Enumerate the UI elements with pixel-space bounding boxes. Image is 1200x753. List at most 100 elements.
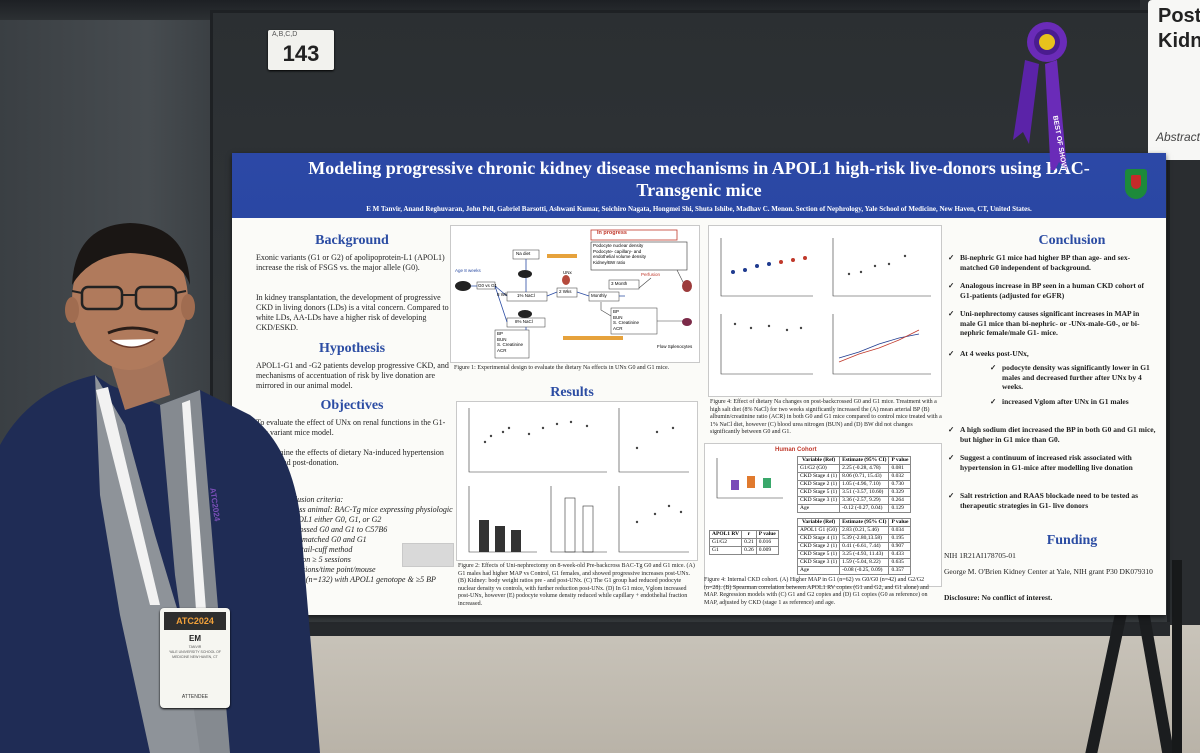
figure-4-plots-svg (720, 238, 931, 375)
funding-line: George M. O'Brien Kidney Center at Yale,… (944, 567, 1153, 576)
table-row: Age -0.12 (-0.27, 0.04) 0.129 (796, 504, 912, 513)
figure-1-caption: Figure 1: Experimental design to evaluat… (454, 365, 670, 371)
background-paragraph: In kidney transplantation, the developme… (256, 293, 449, 332)
background-paragraph: Exonic variants (G1 or G2) of apolipopro… (256, 253, 445, 272)
booth-number-card: A,B,C,D 143 (268, 30, 334, 70)
figure-2-panels (456, 401, 698, 561)
flow-splenocytes-label: Flow Splenocytes (657, 344, 693, 349)
regression-table-c: Variable (Ref) Estimate (95% CI) P value G… (796, 456, 912, 513)
human-cohort-panel: Human Cohort Variable (Ref) Estimate (95%… (704, 443, 942, 587)
table-header: Variable (Ref) (796, 456, 841, 465)
check-icon: ✓ (990, 397, 997, 406)
figure-4-dietary-caption: Figure 4: Effect of dietary Na changes o… (710, 399, 942, 435)
table-header: Variable (Ref) (796, 518, 841, 527)
nacl-8-label: 8% NaCl (515, 319, 533, 324)
table-row: APOL1 G1 (G0) 2.83 (0.21, 5.46) 0.034 (796, 526, 912, 535)
table-header: P value (888, 518, 912, 527)
hypothesis-heading: Hypothesis (318, 341, 386, 356)
check-icon: ✓ (948, 453, 955, 462)
perfusion-label: Perfusion (641, 272, 661, 277)
poster-banner: Modeling progressive chronic kidney dise… (232, 153, 1166, 218)
tail-cuff-device-image (402, 543, 454, 567)
bp-measures-list: BP BUN S. Creatinine ACR (497, 331, 524, 353)
table-header: APOL1 RV (708, 530, 743, 539)
poster-title: Modeling progressive chronic kidney dise… (308, 158, 1090, 200)
nacl-1-label: 1% NaCl (517, 293, 535, 298)
figure-1-diagram: In progress Podocyte nuclear density Pod… (450, 225, 700, 363)
unx-label: UNx (563, 270, 572, 275)
weeks-2-label: 2 Wks (559, 289, 572, 294)
table-row: CKD Stage 4 (1) 5.39 (-2.80,13.58) 0.195 (796, 534, 912, 543)
conclusion-item: ✓ Uni-nephrectomy causes significant incr… (948, 309, 1140, 337)
poster-authors: E M Tanvir, Anand Reghuvaran, John Pell,… (366, 205, 1032, 213)
check-icon: ✓ (948, 491, 955, 500)
table-row: CKD Stage 5 (1) 3.25 (-4.93, 11.43) 0.433 (796, 550, 912, 559)
check-icon: ✓ (948, 349, 955, 358)
hypothesis-paragraph: APOL1-G1 and -G2 patients develop progre… (256, 361, 449, 390)
board-bottom-rail (210, 622, 1170, 636)
disclosure-line: Disclosure: No conflict of interest. (944, 593, 1053, 602)
convention-floor (210, 625, 1200, 753)
conclusion-item: ✓ Suggest a continuum of increased risk a… (948, 453, 1133, 472)
yale-shield-logo (1125, 169, 1147, 199)
badge-name: EM (189, 634, 201, 643)
board-stand-leg (1172, 560, 1182, 753)
conclusion-item: ✓ Salt restriction and RAAS blockade need… (948, 491, 1138, 510)
presenter-person (0, 223, 320, 753)
figure-4-cohort-caption: Figure 4: Internal CKD cohort. (A) Highe… (704, 577, 929, 606)
best-of-show-ribbon: BEST OF SHOW (1013, 22, 1067, 170)
in-progress-label: In progress (597, 230, 627, 236)
table-row: CKD Stage 3 (1) 1.59 (-5.04, 8.22) 0.635 (796, 558, 912, 567)
check-icon: ✓ (948, 253, 955, 262)
methods-line: Noninvasive tail-cuff method (260, 545, 353, 554)
badge-affiliation: YALE UNIVERSITY SCHOOL OF MEDICINE NEW H… (168, 650, 222, 659)
table-row: G1/G2 0.21 0.016 (708, 538, 779, 547)
objectives-paragraph: To examine the effects of dietary Na-ind… (256, 448, 444, 467)
table-header: Estimate (95% CI) (839, 456, 890, 465)
conclusion-item: ✓ Bi-nephric G1 mice had higher BP than a… (948, 253, 1131, 272)
table-row: CKD Stage 2 (1) 1.05 (-4.96, 7.10) 0.730 (796, 480, 912, 489)
bp-measures-list: BP BUN S. Creatinine ACR (613, 309, 640, 331)
objectives-heading: Objectives (320, 398, 384, 413)
genotype-label: G0 vs G1 (478, 283, 498, 288)
experimental-design-svg (455, 229, 692, 359)
background-heading: Background (315, 233, 389, 248)
badge-role: ATTENDEE (181, 694, 209, 700)
check-icon: ✓ (948, 425, 955, 434)
methods-line: Age-and sex-matched G0 and G1 (260, 535, 367, 544)
figure-2-caption: Figure 2: Effects of Uni-nephrectomy on … (458, 563, 695, 607)
side-sign-line: Kidney (1158, 30, 1200, 52)
badge-surname: TANVIR (188, 645, 202, 649)
table-header: Estimate (95% CI) (839, 518, 890, 527)
booth-number-letters: A,B,C,D (272, 31, 298, 38)
methods-line: Then backcrossed G0 and G1 to C57B6 (260, 525, 388, 534)
attendee-badge: ATC2024 EM TANVIR YALE UNIVERSITY SCHOOL… (160, 608, 230, 708)
badge-details: TANVIR YALE UNIVERSITY SCHOOL OF MEDICIN… (160, 645, 230, 660)
check-icon: ✓ (990, 363, 997, 372)
table-row: CKD Stage 4 (1) 8.06 (0.71, 15.43) 0.032 (796, 472, 912, 481)
methods-line: Animal inclusion criteria: (260, 495, 344, 504)
outcome-list: Podocyte nuclear density Podocyte- capil… (593, 243, 647, 265)
human-cohort-title: Human Cohort (775, 447, 817, 453)
sub-conclusion-item: ✓ increased Vglom after UNx in G1 males (990, 397, 1129, 406)
adjacent-poster-sign: Poster Kidney Abstract N (1148, 0, 1200, 160)
human-mac-boxplot-svg (716, 458, 783, 499)
conclusion-item: ✓ Analogous increase in BP seen in a huma… (948, 281, 1145, 300)
na-diet-label: Na diet (516, 251, 531, 256)
badge-event-logo: ATC2024 (164, 612, 226, 630)
check-icon: ✓ (948, 281, 955, 290)
table-row: CKD Stage 2 (1) 0.41 (-6.61, 7.44) 0.907 (796, 542, 912, 551)
table-row: CKD Stage 3 (1) 3.36 (-2.57, 9.29) 0.264 (796, 496, 912, 505)
table-header: P value (888, 456, 912, 465)
table-header: r (741, 530, 757, 539)
methods-line: Acclimatization ≥ 5 sessions (260, 555, 351, 564)
month-3-label: 3 Month (611, 281, 628, 286)
figure-4-dietary-na-panels (708, 225, 942, 397)
funding-line: NIH 1R21AI178705-01 (944, 551, 1016, 560)
objectives-paragraph: To evaluate the effect of UNx on renal f… (256, 418, 446, 437)
table-row: G1 0.26 0.009 (708, 546, 779, 555)
monthly-label: Monthly (591, 293, 607, 298)
side-sign-line: Poster (1158, 5, 1200, 27)
conclusion-heading: Conclusion (1038, 233, 1106, 248)
booth-number: 143 (282, 41, 320, 66)
